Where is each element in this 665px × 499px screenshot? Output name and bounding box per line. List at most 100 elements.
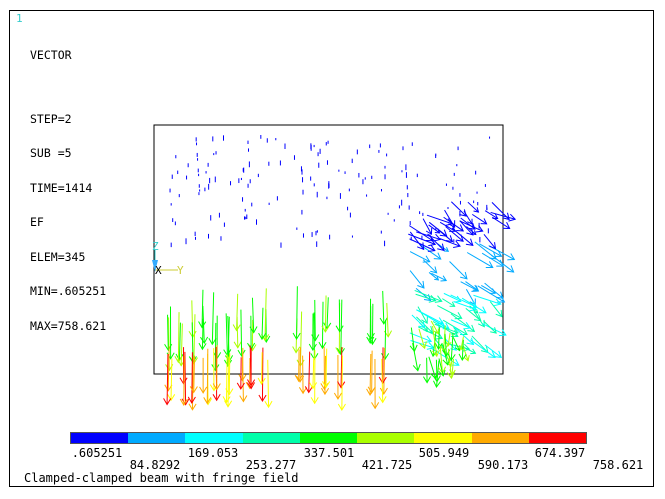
vector-arrow (489, 301, 503, 318)
vector-arrow (428, 221, 448, 237)
vector-arrow (174, 312, 183, 364)
vector-arrow (414, 289, 443, 303)
vector-arrow (409, 270, 425, 289)
vector-arrow (443, 292, 462, 303)
vector-arrow (465, 281, 479, 292)
vector-arrow (412, 342, 421, 372)
vector-arrow (409, 251, 431, 263)
legend-band-3 (242, 433, 300, 443)
vector-arrow (466, 252, 494, 269)
vector-arrow (211, 322, 220, 372)
vector-arrow (181, 351, 190, 406)
vector-arrow (449, 358, 456, 376)
legend-label-6: 505.949 (418, 446, 470, 460)
vector-arrow (437, 305, 463, 320)
substep-label: SUB =5 (30, 146, 72, 160)
vector-arrow (439, 238, 461, 248)
vector-arrow (453, 301, 478, 312)
vector-arrow (189, 314, 198, 365)
vector-arrow (471, 213, 488, 225)
vector-field (163, 135, 517, 411)
legend-band-6 (414, 433, 472, 443)
vector-arrow (428, 356, 438, 380)
vector-arrow (224, 356, 233, 408)
legend-label-9: 758.621 (592, 458, 644, 472)
vector-arrow (378, 358, 387, 404)
vector-arrow (258, 307, 267, 341)
vector-arrow (321, 295, 330, 333)
vector-arrow (294, 349, 303, 383)
legend-label-8: 674.397 (534, 446, 586, 460)
window-number: 1 (16, 12, 23, 25)
vector-arrow (431, 272, 448, 282)
triad-x-label: X (155, 264, 162, 277)
vector-arrow (335, 299, 344, 333)
legend-label-3: 253.277 (245, 458, 297, 472)
vector-arrow (460, 217, 476, 230)
vector-arrow (323, 297, 332, 330)
model-boundary (153, 124, 504, 375)
vector-arrow (224, 316, 233, 368)
vector-arrow (447, 332, 456, 362)
step-label: STEP=2 (30, 111, 72, 126)
vector-arrow (459, 220, 474, 236)
vector-arrow (438, 358, 446, 377)
vector-arrow (322, 348, 331, 389)
vector-arrow (483, 234, 497, 250)
vector-arrow (467, 201, 480, 213)
vector-arrow (473, 294, 502, 307)
vector-arrow (409, 225, 434, 242)
vector-arrow (433, 360, 442, 388)
vector-arrow (167, 358, 176, 402)
vector-arrow (443, 216, 465, 232)
vector-arrow (298, 355, 308, 395)
max-label: MAX=758.621 (30, 318, 107, 333)
item-label: EF (30, 215, 44, 229)
vector-arrow (208, 292, 217, 346)
vector-arrow (236, 357, 245, 390)
vector-arrow (418, 328, 427, 350)
plot-caption: Clamped-clamped beam with fringe field (24, 471, 299, 485)
vector-arrow (257, 352, 266, 386)
vector-arrow (445, 332, 452, 347)
vector-arrow (442, 298, 456, 307)
axis-triad: Z X Y (152, 240, 184, 277)
vector-arrow (371, 359, 380, 410)
vector-arrow (490, 254, 515, 273)
vector-arrow (238, 347, 247, 382)
min-label: MIN=.605251 (30, 284, 107, 298)
vector-arrow (430, 320, 439, 335)
vector-arrow (318, 301, 327, 350)
vector-arrow (453, 326, 475, 346)
vector-arrow (379, 347, 388, 395)
vector-arrow (491, 201, 510, 221)
vector-arrow (434, 327, 443, 350)
vector-arrow (163, 353, 172, 406)
elem-label: ELEM=345 (30, 249, 86, 264)
vector-arrow (411, 314, 426, 329)
vector-arrow (422, 357, 432, 384)
legend-label-2: 169.053 (187, 446, 239, 460)
legend-label-5: 421.725 (361, 458, 413, 472)
vector-arrow (189, 355, 198, 394)
vector-arrow (233, 316, 242, 349)
vector-arrow (237, 309, 246, 357)
legend-band-5 (357, 433, 415, 443)
vector-arrow (187, 352, 196, 404)
vector-arrow (264, 359, 273, 409)
vector-arrow (203, 348, 212, 405)
legend-band-0 (71, 433, 129, 443)
vector-arrow (222, 354, 231, 404)
vector-arrow (450, 319, 472, 330)
vector-arrow (198, 289, 207, 329)
vector-arrow (333, 355, 342, 400)
vector-arrow (292, 286, 301, 341)
vector-arrow (249, 297, 258, 334)
vector-arrow (261, 288, 270, 342)
vector-arrow (451, 227, 474, 246)
vector-arrow (258, 347, 267, 403)
legend-label-4: 337.501 (303, 446, 355, 460)
vector-arrow (367, 350, 376, 394)
vector-arrow (461, 297, 487, 314)
vector-arrow (417, 306, 428, 325)
